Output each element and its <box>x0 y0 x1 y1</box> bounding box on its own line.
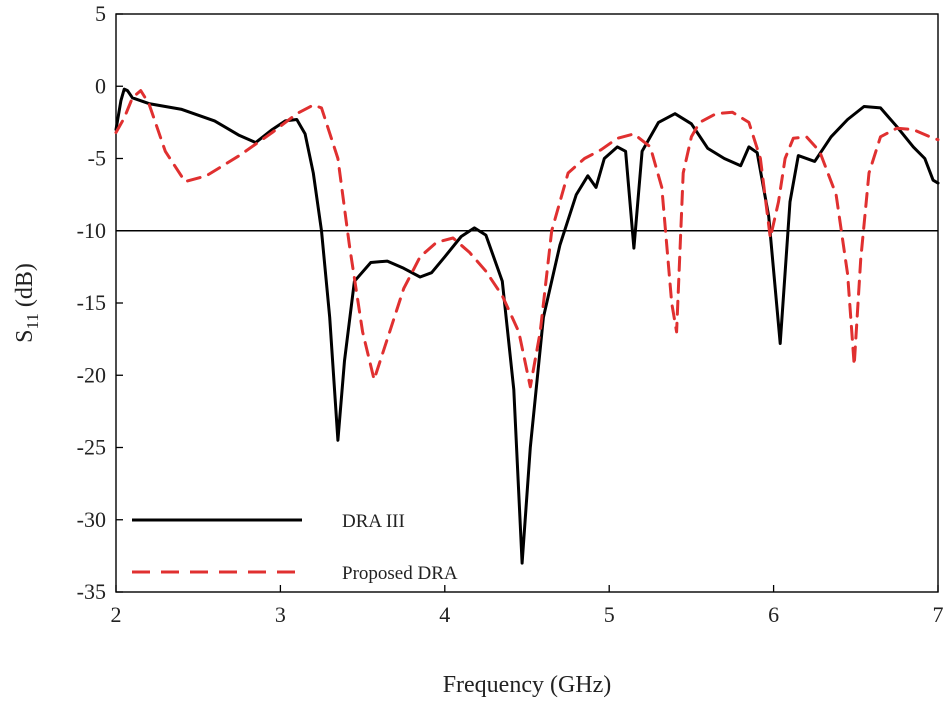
series-line-proposed-dra <box>114 89 940 389</box>
y-tick-label: 5 <box>95 1 106 26</box>
y-tick-label: -30 <box>77 507 106 532</box>
y-tick-label: -20 <box>77 362 106 387</box>
x-tick-label: 6 <box>768 602 779 627</box>
plot-area: 2 3 4 5 6 7 5 0 -5 -10 -15 -20 -25 -30 -35 <box>77 1 944 627</box>
y-axis-title-unit: (dB) <box>12 263 38 313</box>
y-tick-label: -15 <box>77 290 106 315</box>
y-axis-title-subscript: 11 <box>23 313 42 329</box>
y-tick-label: -5 <box>88 146 106 171</box>
y-axis-title: S11 (dB) <box>12 263 42 343</box>
x-tick-label: 3 <box>275 602 286 627</box>
legend: DRA III Proposed DRA <box>132 511 458 584</box>
series-line-dra-iii <box>114 87 940 565</box>
x-tick-label: 4 <box>439 602 450 627</box>
y-axis-title-main: S <box>12 330 38 343</box>
y-tick-label: -35 <box>77 579 106 604</box>
y-tick-label: -25 <box>77 435 106 460</box>
x-tick-label: 7 <box>933 602 944 627</box>
legend-label-proposed-dra: Proposed DRA <box>342 563 458 584</box>
y-tick-label: -10 <box>77 218 106 243</box>
x-axis-title: Frequency (GHz) <box>443 672 612 698</box>
x-tick-label: 5 <box>604 602 615 627</box>
y-tick-label: 0 <box>95 73 106 98</box>
x-tick-label: 2 <box>111 602 122 627</box>
legend-label-dra-iii: DRA III <box>342 511 405 532</box>
